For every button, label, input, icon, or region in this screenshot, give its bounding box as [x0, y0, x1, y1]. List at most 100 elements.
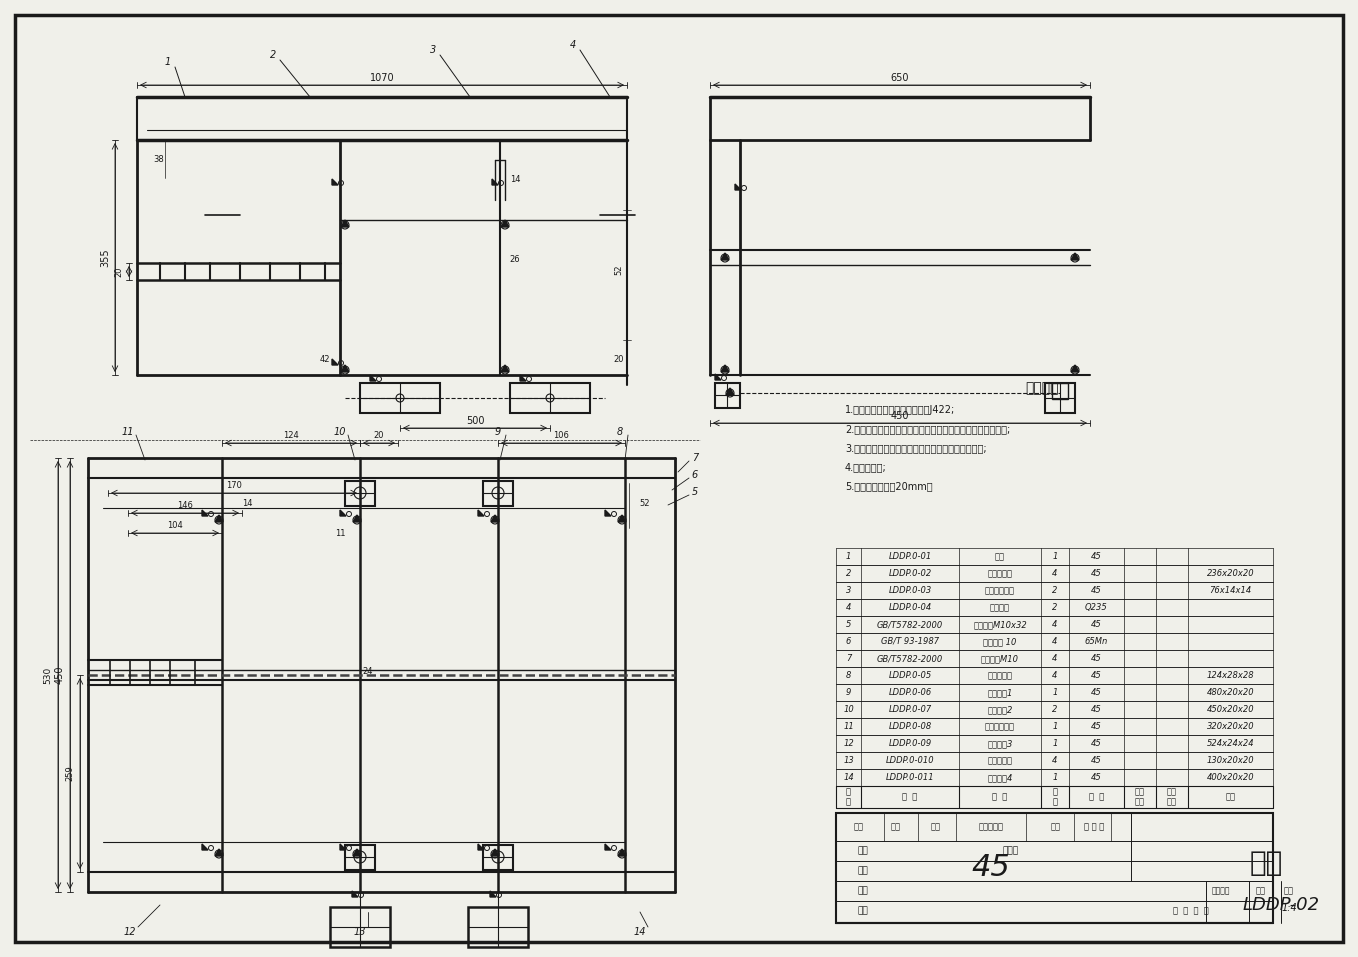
- Text: 13: 13: [843, 756, 854, 765]
- Text: 更改文件号: 更改文件号: [979, 822, 1004, 832]
- Text: 六角螺栓M10x32: 六角螺栓M10x32: [974, 620, 1027, 629]
- Text: 1: 1: [164, 57, 171, 67]
- Text: 标准化: 标准化: [1004, 847, 1018, 856]
- Text: 5: 5: [846, 620, 851, 629]
- Text: 170: 170: [225, 481, 242, 491]
- Text: 20: 20: [373, 432, 384, 440]
- Text: 底盘支架2: 底盘支架2: [987, 705, 1013, 714]
- Text: 38: 38: [153, 155, 164, 165]
- Text: 技术要求: 技术要求: [1025, 381, 1059, 395]
- Text: 45: 45: [1090, 739, 1101, 748]
- Text: 45: 45: [1090, 586, 1101, 595]
- Text: 13: 13: [353, 927, 367, 937]
- Text: 11: 11: [122, 427, 134, 437]
- Polygon shape: [202, 510, 208, 516]
- Text: 45: 45: [1090, 654, 1101, 663]
- Polygon shape: [1071, 253, 1080, 260]
- Text: 4: 4: [846, 603, 851, 612]
- Text: 450: 450: [891, 411, 910, 421]
- Text: 3: 3: [846, 586, 851, 595]
- Text: 45: 45: [1090, 688, 1101, 697]
- Text: 14: 14: [509, 175, 520, 185]
- Bar: [469, 907, 528, 947]
- Text: 4: 4: [1052, 654, 1058, 663]
- Text: 236x20x20: 236x20x20: [1207, 569, 1255, 578]
- Text: LDDP.0-06: LDDP.0-06: [888, 688, 932, 697]
- Polygon shape: [215, 515, 223, 522]
- Polygon shape: [478, 844, 483, 850]
- Text: 1070: 1070: [369, 73, 394, 83]
- Text: 9: 9: [846, 688, 851, 697]
- Text: Q235: Q235: [1085, 603, 1108, 612]
- Polygon shape: [340, 844, 346, 850]
- Text: 4: 4: [570, 40, 576, 50]
- Text: 1.焊缝采用手工电弧焊接，焊条J422;: 1.焊缝采用手工电弧焊接，焊条J422;: [845, 405, 955, 415]
- Polygon shape: [492, 849, 498, 856]
- Text: 45: 45: [971, 854, 1010, 882]
- Text: 355: 355: [100, 248, 110, 267]
- Text: 480x20x20: 480x20x20: [1207, 688, 1255, 697]
- Text: 52: 52: [640, 499, 650, 507]
- Text: 45: 45: [1090, 773, 1101, 782]
- Text: 年 月 日: 年 月 日: [1084, 822, 1104, 832]
- Text: 10: 10: [334, 427, 346, 437]
- Text: 标记: 标记: [854, 822, 864, 832]
- Text: 20: 20: [114, 266, 124, 277]
- Text: 审核: 审核: [858, 866, 869, 876]
- Text: 序
号: 序 号: [846, 788, 851, 807]
- Polygon shape: [331, 359, 338, 365]
- Text: 4: 4: [1052, 637, 1058, 646]
- Polygon shape: [492, 515, 498, 522]
- Text: 1:4: 1:4: [1281, 903, 1297, 913]
- Text: 42: 42: [319, 355, 330, 365]
- Polygon shape: [501, 365, 509, 372]
- Text: 2: 2: [1052, 586, 1058, 595]
- Text: 14: 14: [634, 927, 646, 937]
- Text: 底盘支架1: 底盘支架1: [987, 688, 1013, 697]
- Text: 12: 12: [843, 739, 854, 748]
- Text: 批准: 批准: [858, 906, 869, 916]
- Polygon shape: [478, 510, 483, 516]
- Bar: [1052, 383, 1067, 399]
- Text: 机架: 机架: [995, 552, 1005, 561]
- Text: 1: 1: [1052, 739, 1058, 748]
- Text: 4: 4: [1052, 671, 1058, 680]
- Text: 5: 5: [691, 487, 698, 497]
- Text: 106: 106: [554, 432, 569, 440]
- Polygon shape: [341, 365, 349, 372]
- Text: 1: 1: [1052, 552, 1058, 561]
- Text: LDDP.0-04: LDDP.0-04: [888, 603, 932, 612]
- Text: 26: 26: [509, 256, 520, 264]
- Text: 76x14x14: 76x14x14: [1210, 586, 1252, 595]
- Polygon shape: [215, 849, 223, 856]
- Text: 名  称: 名 称: [993, 792, 1008, 802]
- Polygon shape: [520, 375, 526, 381]
- Text: 2: 2: [270, 50, 276, 60]
- Text: GB/T 93-1987: GB/T 93-1987: [881, 637, 940, 646]
- Text: 签名: 签名: [1051, 822, 1061, 832]
- Text: LDDP.0-011: LDDP.0-011: [885, 773, 934, 782]
- Bar: [330, 907, 390, 947]
- Text: 14: 14: [242, 499, 253, 507]
- Bar: [511, 383, 589, 413]
- Text: LDDP.0-01: LDDP.0-01: [888, 552, 932, 561]
- Polygon shape: [716, 374, 721, 380]
- Polygon shape: [618, 849, 626, 856]
- Text: 处数: 处数: [891, 822, 900, 832]
- Text: 1: 1: [1052, 773, 1058, 782]
- Text: 12: 12: [124, 927, 136, 937]
- Text: 52: 52: [615, 265, 623, 276]
- Text: 分区: 分区: [932, 822, 941, 832]
- Text: 400x20x20: 400x20x20: [1207, 773, 1255, 782]
- Polygon shape: [331, 179, 338, 185]
- Polygon shape: [353, 849, 361, 856]
- Text: 3: 3: [430, 45, 436, 55]
- Text: 机架支撑杆: 机架支撑杆: [987, 569, 1013, 578]
- Text: 5.未标注的板厚为20mm。: 5.未标注的板厚为20mm。: [845, 481, 933, 491]
- Polygon shape: [492, 179, 498, 185]
- Text: 1: 1: [1052, 722, 1058, 731]
- Text: 2: 2: [1052, 603, 1058, 612]
- Text: 20: 20: [614, 355, 625, 365]
- Text: 材  料: 材 料: [1089, 792, 1104, 802]
- Text: 设计: 设计: [858, 847, 869, 856]
